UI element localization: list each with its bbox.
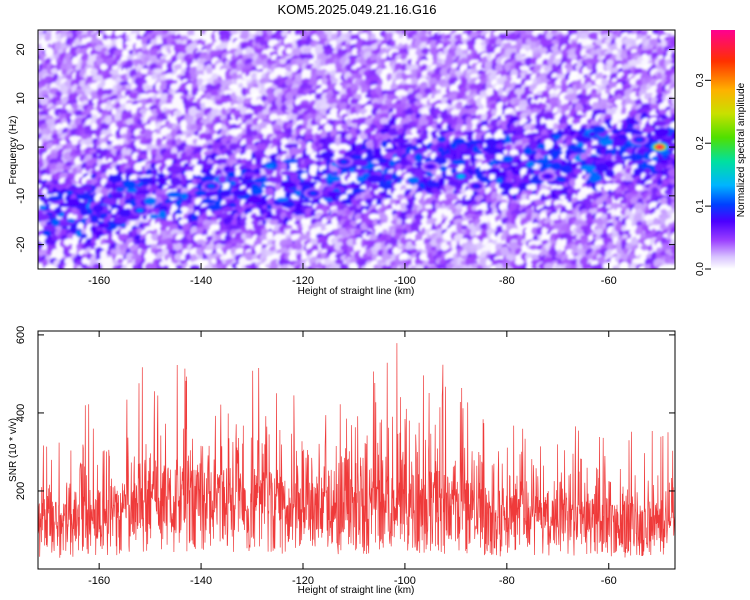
spectrogram-cell	[117, 258, 124, 264]
spectrogram-cell	[55, 162, 64, 172]
spectrogram-blobs	[38, 30, 675, 269]
spectrogram-cell	[106, 144, 116, 151]
spectrogram-cell	[471, 252, 478, 261]
spectrogram-cell	[61, 68, 68, 76]
spectrogram-cell	[96, 33, 104, 40]
spectrogram-cell	[39, 97, 50, 106]
spectrogram-cell	[415, 264, 423, 269]
spectrogram-cell	[251, 129, 259, 137]
spectrogram-cell	[145, 138, 154, 145]
spectrogram-cell	[49, 152, 59, 161]
spectrogram-cell	[187, 203, 194, 210]
spectrogram-cell	[64, 263, 75, 269]
spectrogram-cell	[175, 264, 184, 269]
spectrogram-cell	[421, 30, 428, 36]
spectrogram-cell	[128, 92, 140, 100]
spectrogram-cell	[74, 109, 84, 118]
spectrogram-cell	[159, 260, 170, 267]
spectrogram-cell	[135, 134, 146, 141]
spectrogram-cell	[67, 233, 74, 241]
spectrogram-cell	[44, 47, 54, 56]
spectrogram-cell	[86, 114, 93, 120]
spectrogram-cell	[96, 87, 105, 98]
spectrogram-cell	[86, 107, 93, 117]
spectrogram-cell	[109, 69, 121, 76]
spectrogram-cell	[266, 30, 273, 36]
spectrogram-cell	[162, 265, 170, 269]
spectrogram-cell	[100, 122, 110, 131]
spectrogram-cell	[145, 168, 154, 177]
spectrogram-cell	[186, 136, 193, 146]
spectrogram-cell	[46, 250, 53, 256]
spectrogram-cell	[187, 30, 195, 37]
chart-title: KOM5.2025.049.21.16.G16	[277, 2, 436, 17]
spectrogram-cell	[104, 183, 114, 190]
spectrogram-cell	[80, 233, 88, 240]
spectrogram-cell	[104, 238, 117, 245]
spectrogram-cell	[285, 47, 293, 55]
spectrogram-cell	[285, 127, 294, 135]
spectrogram-cell	[525, 208, 534, 215]
spectrogram-cell	[169, 153, 180, 161]
spectrogram-cell	[65, 74, 73, 81]
spectrogram-cell	[181, 243, 189, 250]
spectrogram-cell	[55, 90, 63, 97]
spectrogram-cell	[106, 88, 114, 95]
spectrogram-cell	[145, 238, 153, 246]
spectrogram-cell	[365, 198, 373, 205]
spectrogram-cell	[132, 249, 140, 256]
spectrogram-cell	[64, 176, 74, 186]
spectrogram-cell	[125, 252, 135, 263]
spectrogram-cell	[100, 142, 108, 151]
spectrogram-cell	[180, 125, 188, 132]
spectrogram-cell	[90, 123, 99, 131]
spectrogram-cell	[60, 63, 69, 72]
spectrogram-cell	[167, 121, 175, 131]
spectrogram-cell	[71, 102, 80, 110]
spectrogram-cell	[206, 67, 213, 75]
spectrogram-cell	[149, 48, 160, 58]
